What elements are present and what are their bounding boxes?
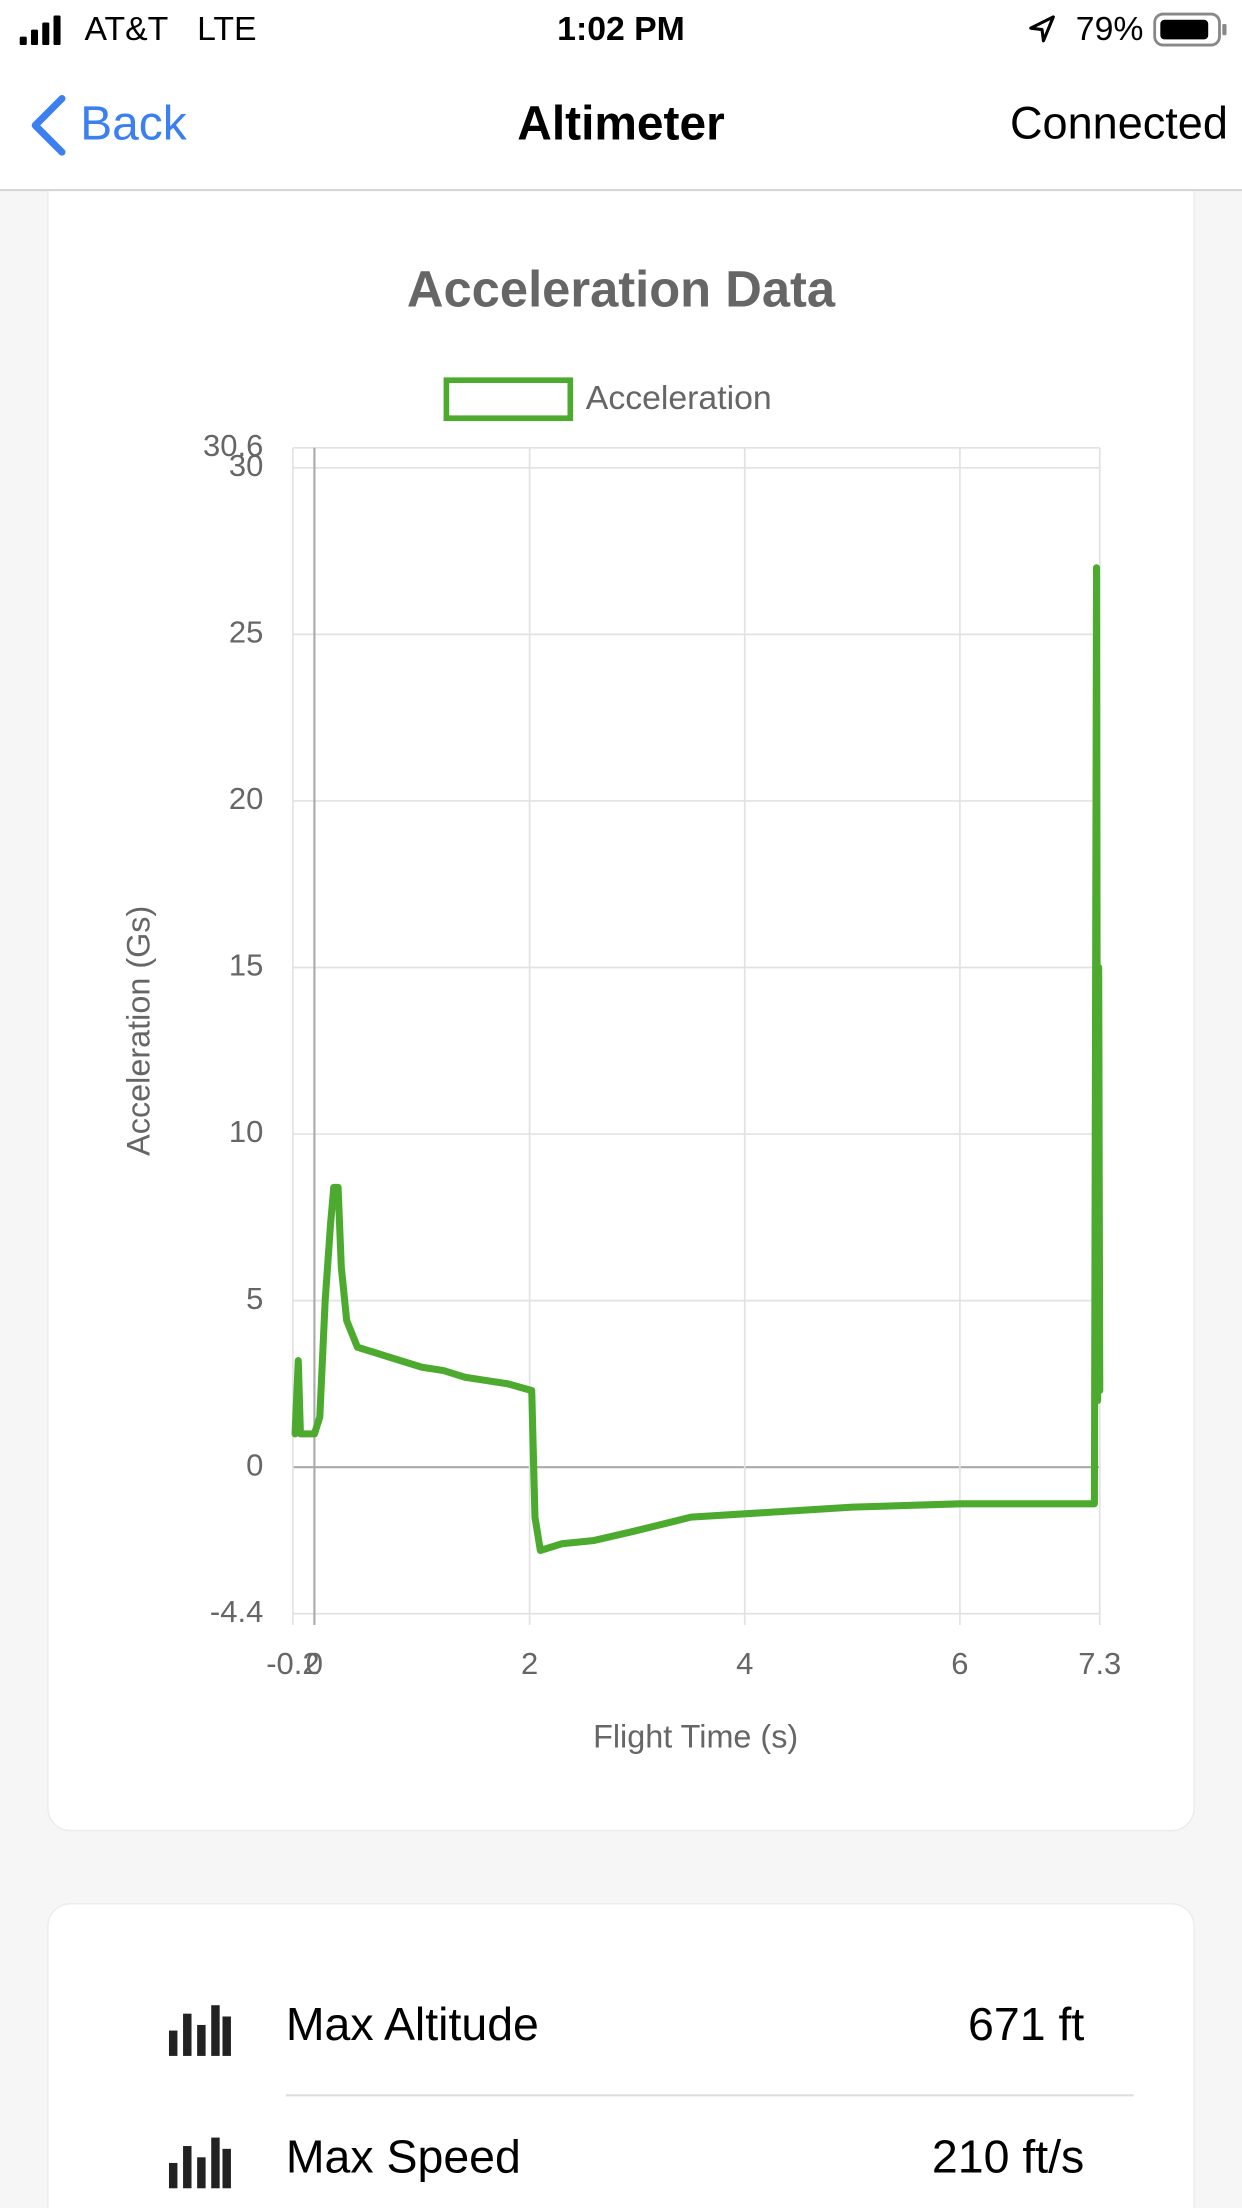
signal-icon <box>19 15 61 46</box>
connection-status[interactable]: Connected <box>1010 98 1228 149</box>
y-tick-label: 30 <box>229 448 263 483</box>
x-axis-title: Flight Time (s) <box>593 1719 798 1755</box>
battery-icon <box>1153 12 1227 47</box>
back-chevron[interactable] <box>31 95 66 156</box>
icon-bar <box>183 2146 192 2189</box>
network: LTE <box>197 10 256 48</box>
y-tick-label: 15 <box>229 948 263 983</box>
icon-bar <box>168 2162 178 2189</box>
x-tick-label: 7.3 <box>1078 1646 1121 1681</box>
stats: Max Altitude 671 ft Max Speed 210 ft/s <box>168 1998 1134 2189</box>
header <box>0 0 1242 191</box>
carrier: AT&T <box>84 10 168 48</box>
y-tick-label: -4.4 <box>210 1594 263 1629</box>
stat-label: Max Altitude <box>286 1998 539 2050</box>
clock: 1:02 PM <box>557 10 685 48</box>
x-tick-label: -0.2 <box>266 1646 319 1681</box>
y-tick-label: 0 <box>246 1447 263 1482</box>
icon-bar <box>197 2157 206 2189</box>
back-button[interactable]: Back <box>80 97 186 150</box>
icon-bar <box>197 2024 206 2056</box>
nav-title: Altimeter <box>517 97 724 150</box>
y-axis-title: Acceleration (Gs) <box>120 906 156 1156</box>
y-tick-label: 25 <box>229 615 263 650</box>
icon-bar <box>183 2013 192 2056</box>
x-tick-label: 2 <box>521 1646 538 1681</box>
icon-bar <box>222 2016 231 2056</box>
stat-label: Max Speed <box>286 2130 521 2182</box>
x-tick-label: 0 <box>306 1646 323 1681</box>
icon-bar <box>211 2137 220 2189</box>
y-tick-label: 30.6 <box>203 428 263 463</box>
chart-title: Acceleration Data <box>407 260 836 317</box>
y-tick-label: 20 <box>229 781 263 816</box>
x-tick-label: 4 <box>736 1646 753 1681</box>
stat-icon <box>168 2005 231 2056</box>
stat-value: 671 ft <box>968 1998 1084 2050</box>
icon-bar <box>222 2148 231 2189</box>
stats-card <box>47 1903 1195 2208</box>
icon-bar <box>168 2030 178 2056</box>
y-tick-label: 5 <box>246 1281 263 1316</box>
battery-percent: 79% <box>1076 10 1144 48</box>
legend-swatch <box>443 377 574 422</box>
stat-value: 210 ft/s <box>932 2130 1084 2182</box>
x-tick-label: 6 <box>951 1646 968 1681</box>
y-tick-label: 10 <box>229 1114 263 1149</box>
icon-bar <box>211 2005 220 2056</box>
legend-label: Acceleration <box>586 379 772 417</box>
stat-icon <box>168 2137 231 2189</box>
location-icon <box>1029 15 1055 43</box>
data-line <box>291 564 1104 1554</box>
